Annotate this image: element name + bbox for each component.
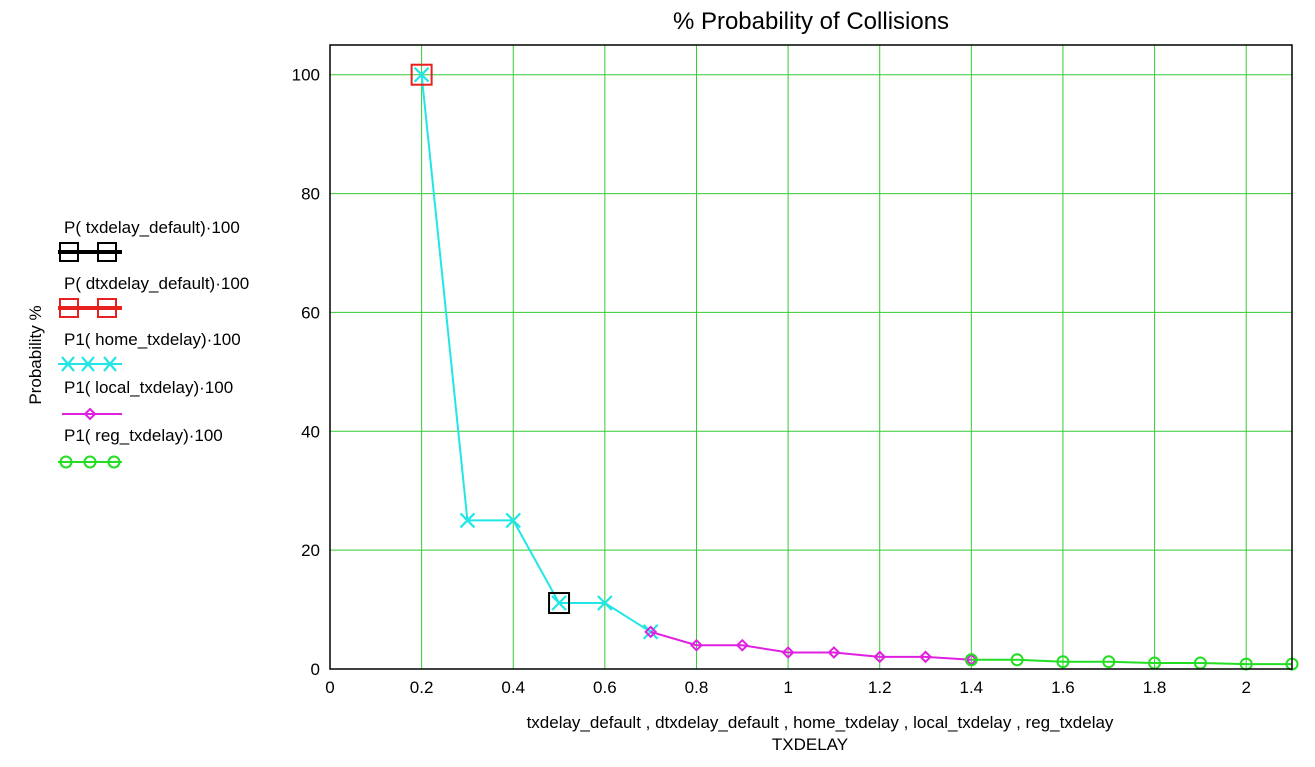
legend-swatch-x-cyan	[58, 356, 122, 372]
data-point-diamond	[735, 638, 749, 652]
series-4	[964, 653, 1299, 671]
y-tick-label: 20	[301, 541, 320, 560]
data-point-diamond	[644, 625, 658, 639]
data-point-diamond	[781, 646, 795, 659]
data-point-circle	[964, 653, 978, 667]
data-point-diamond	[827, 646, 841, 659]
x-tick-label: 2	[1241, 678, 1250, 697]
data-point-diamond	[919, 650, 932, 664]
y-tick-label: 80	[301, 185, 320, 204]
data-point-x	[413, 66, 430, 83]
series-0	[548, 592, 571, 615]
data-point-x	[459, 512, 476, 529]
x-tick-label: 1	[783, 678, 792, 697]
x-tick-label: 0.4	[501, 678, 525, 697]
series-layer	[410, 63, 1299, 671]
data-point-diamond	[873, 650, 887, 664]
x-tick-label: 0.6	[593, 678, 617, 697]
legend-label: P1( reg_txdelay)·100	[64, 426, 223, 445]
x-tick-label: 0.8	[685, 678, 709, 697]
data-point-circle	[1010, 653, 1024, 667]
y-tick-label: 40	[301, 422, 320, 441]
chart-title: % Probability of Collisions	[672, 8, 950, 35]
legend-label: P1( home_txdelay)·100	[64, 330, 241, 349]
x-tick-label: 1.4	[960, 678, 984, 697]
y-tick-label: 0	[311, 660, 320, 679]
data-point-circle	[1056, 655, 1070, 669]
series-line	[971, 658, 1292, 666]
data-point-circle	[1102, 655, 1116, 669]
legend-label: P( txdelay_default)·100	[64, 218, 240, 237]
x-tick-label: 1.6	[1051, 678, 1075, 697]
data-point-square	[548, 592, 571, 615]
legend-swatch-square-black	[58, 242, 122, 262]
x-axis-label-variables: txdelay_default , dtxdelay_default , hom…	[526, 713, 1114, 732]
legend-swatch-circle-green	[58, 455, 122, 469]
legend-swatch-diamond-magenta	[62, 407, 122, 421]
y-axis-label: Probability %	[26, 305, 45, 405]
x-tick-label: 0.2	[410, 678, 434, 697]
series-3	[644, 625, 978, 667]
x-tick-label: 0	[325, 678, 334, 697]
data-point-x	[505, 512, 522, 529]
y-tick-label: 100	[292, 66, 320, 85]
legend-label: P( dtxdelay_default)·100	[64, 274, 250, 293]
x-axis-label: TXDELAY	[771, 735, 849, 754]
data-point-x	[597, 595, 613, 611]
legend-label: P1( local_txdelay)·100	[64, 378, 234, 397]
data-point-square	[410, 63, 433, 86]
series-2	[413, 66, 659, 640]
y-tick-label: 60	[301, 303, 320, 322]
series-line	[420, 74, 652, 633]
x-tick-label: 1.2	[868, 678, 892, 697]
series-1	[410, 63, 433, 86]
data-point-x	[551, 595, 567, 611]
legend-swatch-square-red	[58, 298, 122, 318]
series-line	[650, 630, 972, 661]
plot-frame	[329, 44, 1293, 670]
grid	[330, 45, 1292, 669]
data-point-diamond	[690, 638, 703, 652]
x-tick-label: 1.8	[1143, 678, 1167, 697]
